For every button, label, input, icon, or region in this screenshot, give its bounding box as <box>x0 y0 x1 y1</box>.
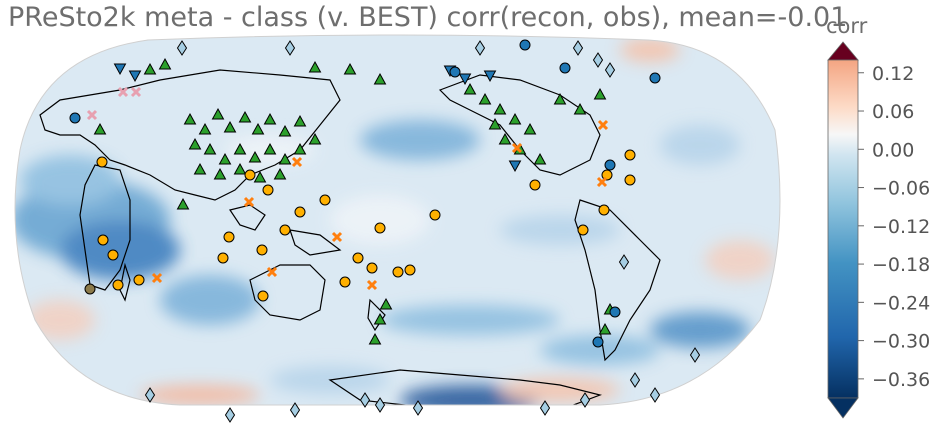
marker-brown <box>84 283 96 295</box>
colorbar-gradient <box>827 59 859 399</box>
colorbar-max-extend <box>827 41 859 61</box>
proxy-markers <box>69 39 700 423</box>
colorbar-tick-label: 0.00 <box>872 139 914 161</box>
colorbar-tick-label: −0.06 <box>872 178 930 200</box>
colorbar-tick-label: −0.12 <box>872 216 930 238</box>
map-title: PReSto2k meta - class (v. BEST) corr(rec… <box>8 2 848 33</box>
colorbar-tick-label: −0.36 <box>872 369 930 391</box>
colorbar-label: corr <box>826 14 868 38</box>
colorbar: 0.12 0.06 0.00 −0.06 −0.12 −0.18 −0.24 −0.30 −0.… <box>827 41 930 419</box>
colorbar-tick-label: −0.18 <box>872 254 930 276</box>
correlation-field <box>15 35 780 405</box>
colorbar-tick-label: −0.24 <box>872 292 930 314</box>
colorbar-tick-label: 0.12 <box>872 63 914 85</box>
colorbar-tick-label: −0.30 <box>872 331 930 353</box>
colorbar-tick-label: 0.06 <box>872 101 914 123</box>
colorbar-ticks: 0.12 0.06 0.00 −0.06 −0.12 −0.18 −0.24 −0.30 −0.… <box>858 63 930 391</box>
colorbar-min-extend <box>827 397 859 419</box>
coastlines <box>39 69 661 405</box>
globe-border <box>14 34 781 406</box>
